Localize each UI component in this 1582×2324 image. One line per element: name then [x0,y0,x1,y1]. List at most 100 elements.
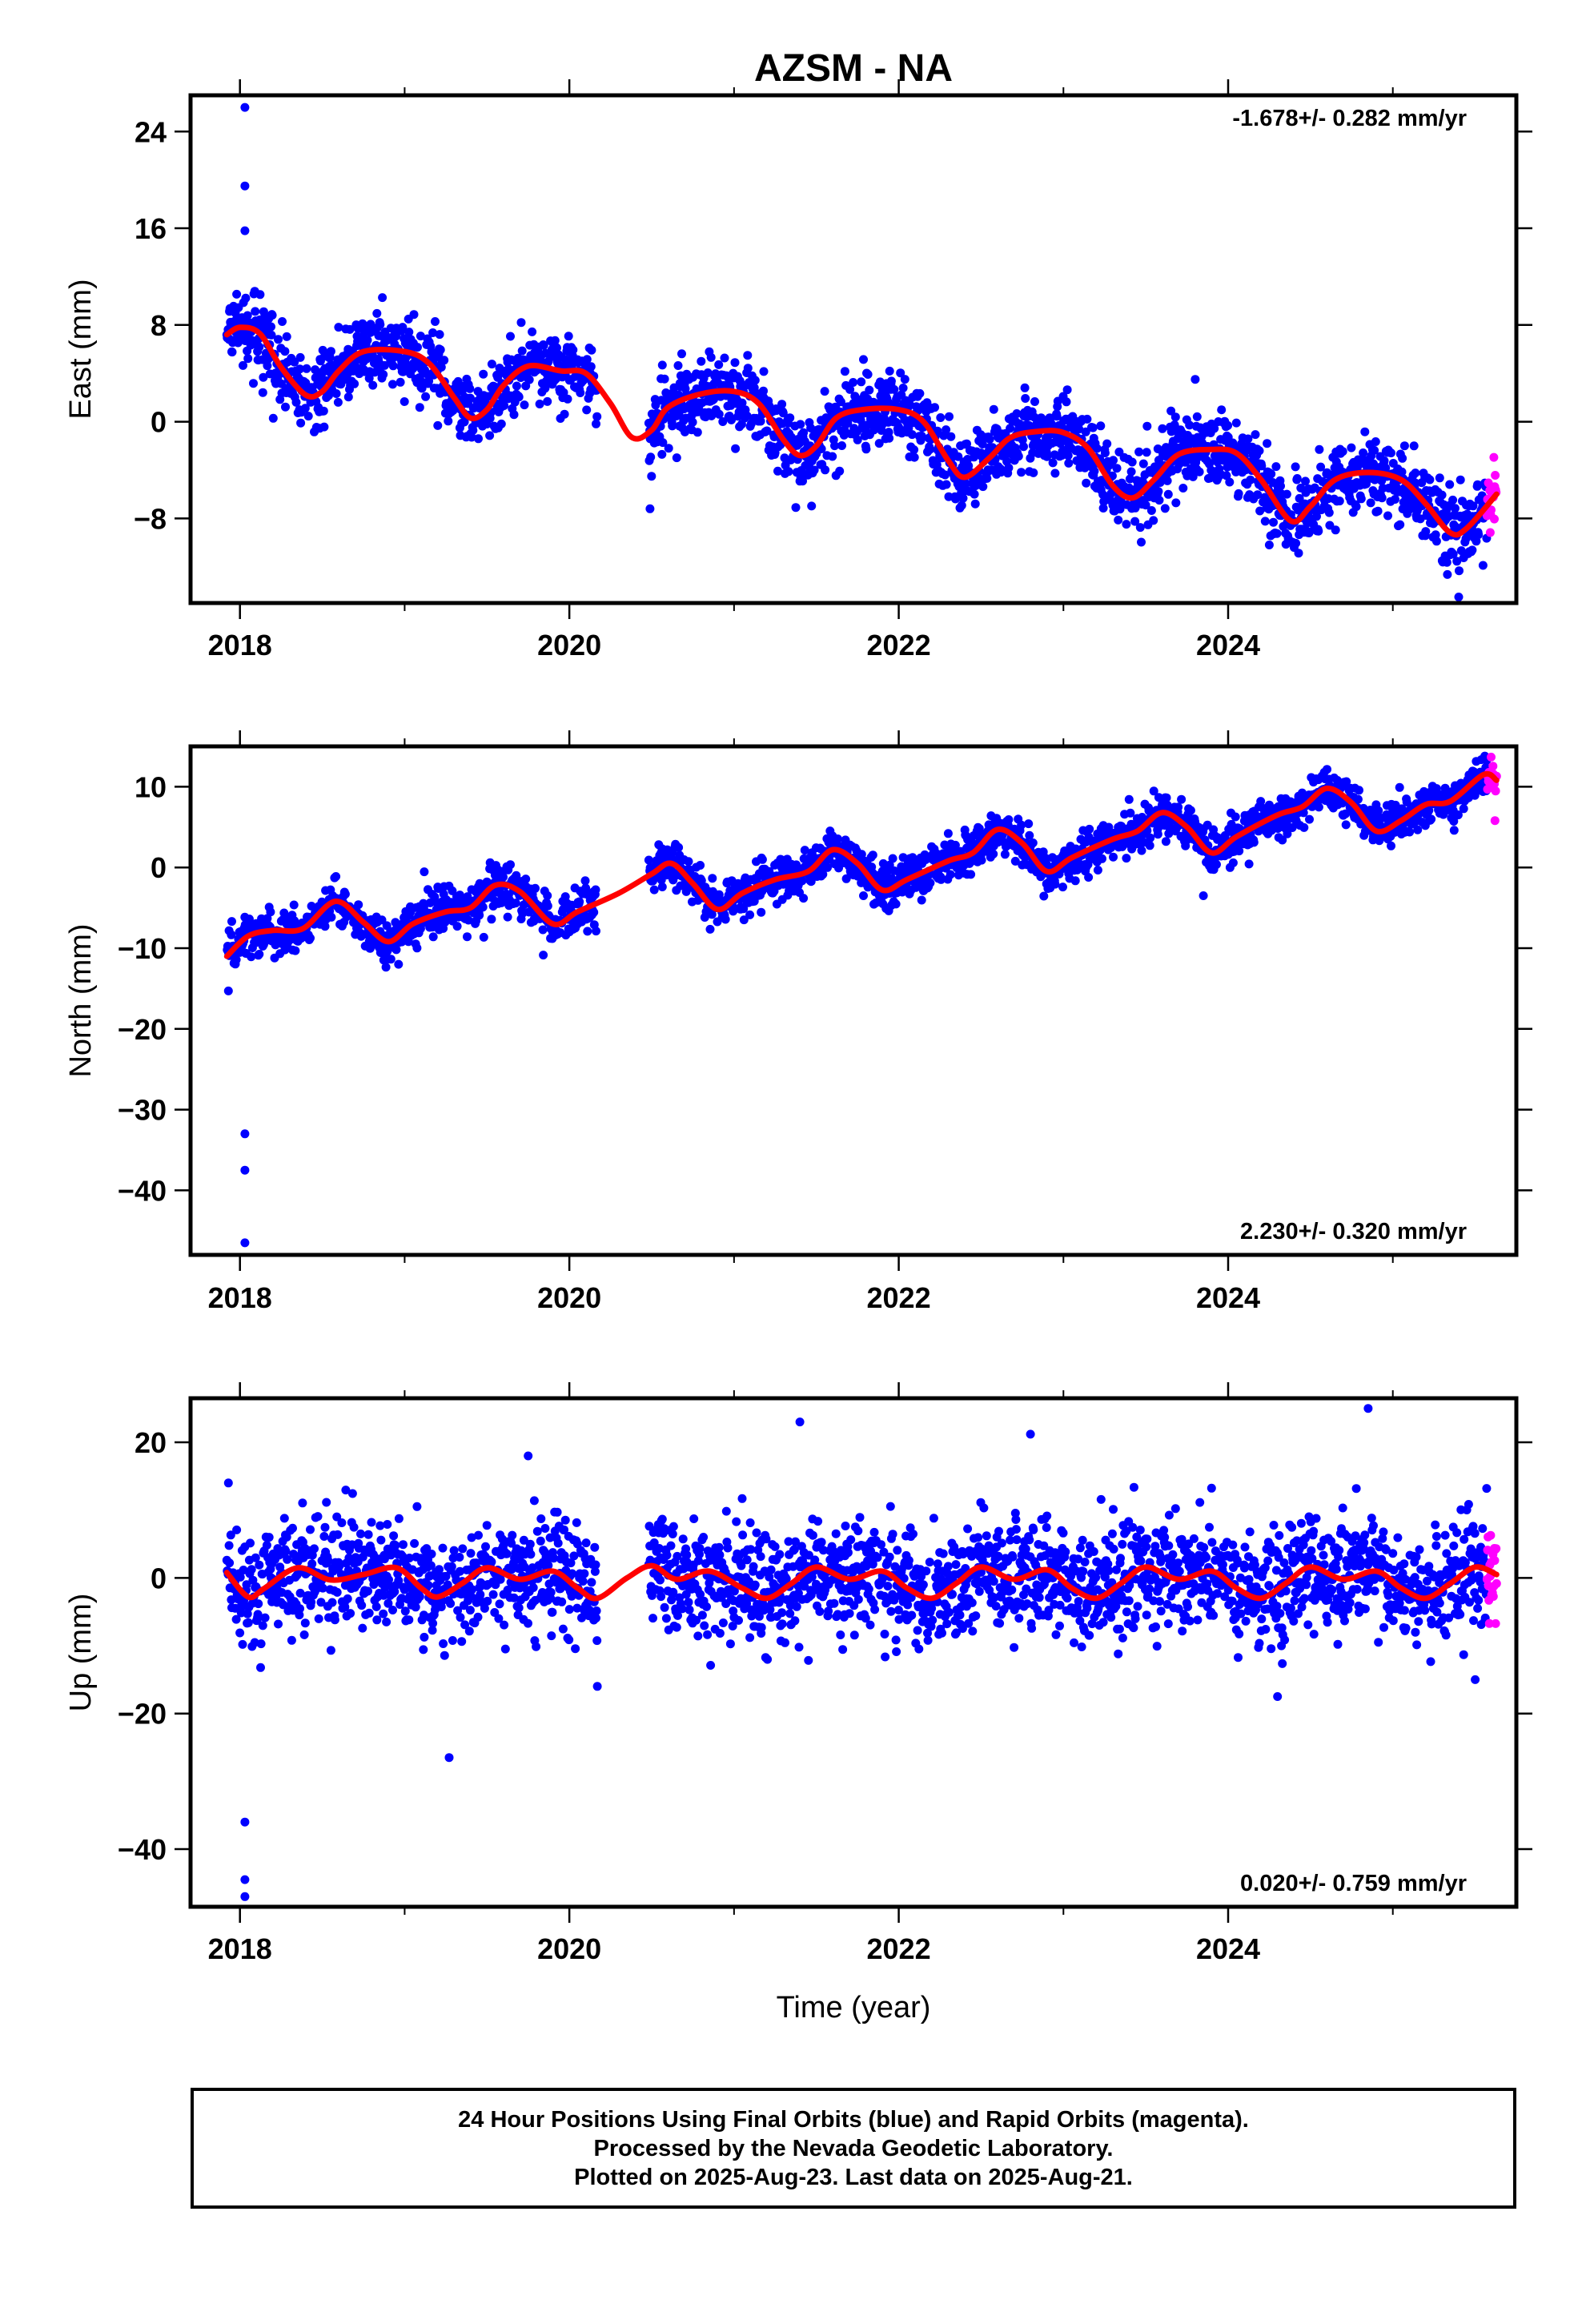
final-orbit-point [248,1575,258,1585]
final-orbit-point [1474,530,1484,540]
final-orbit-point [943,829,953,838]
rapid-orbit-point [1485,528,1495,537]
x-tick-label: 2022 [867,629,931,661]
final-orbit-point [909,452,919,462]
y-tick-label: −40 [118,1833,167,1866]
final-orbit-point [378,293,387,303]
final-orbit-point [1154,496,1164,505]
final-orbit-point [295,352,305,362]
final-orbit-point [326,347,335,356]
final-orbit-point [267,330,276,340]
final-orbit-point [942,480,951,489]
final-orbit-point [388,361,398,371]
final-orbit-point [485,431,495,440]
final-orbit-point [889,384,899,394]
final-orbit-point [255,342,264,352]
final-orbit-point [1314,526,1323,536]
final-orbit-point [800,846,809,855]
final-orbit-point [718,417,728,426]
final-orbit-point [1443,569,1452,579]
final-orbit-point [1449,826,1459,835]
final-orbit-point [714,360,724,369]
final-orbit-point [235,1628,245,1638]
outlier-point [240,226,250,235]
final-orbit-point [696,861,705,870]
outlier-point [1191,375,1200,384]
final-orbit-point [737,398,747,408]
x-tick-label: 2024 [1196,1281,1260,1314]
final-orbit-point [1070,876,1080,886]
final-orbit-point [1249,838,1259,847]
final-orbit-point [1359,448,1368,457]
final-orbit-point [1301,476,1310,486]
x-tick-label: 2024 [1196,629,1260,661]
final-orbit-point [868,850,877,860]
final-orbit-point [412,943,422,953]
final-orbit-point [743,351,753,360]
final-orbit-point [1093,866,1102,875]
final-orbit-point [398,323,408,332]
final-orbit-point [1019,442,1028,452]
final-orbit-point [319,406,328,416]
final-orbit-point [1362,479,1371,489]
final-orbit-point [520,400,529,410]
final-orbit-point [845,384,855,394]
final-orbit-point [807,501,817,511]
east-rate-annotation: -1.678+/- 0.282 mm/yr [1232,106,1467,131]
final-orbit-point [506,332,515,341]
final-orbit-point [1448,549,1458,559]
final-orbit-point [739,915,749,925]
final-orbit-point [1459,804,1468,814]
final-orbit-point [1331,525,1340,535]
x-tick-label: 2018 [208,629,272,661]
x-axis-label: Time (year) [777,1991,931,2024]
final-orbit-point [907,430,917,440]
final-orbit-point [1058,883,1067,892]
final-orbit-point [1323,765,1331,774]
final-orbit-point [1283,829,1292,838]
final-orbit-point [936,875,946,884]
final-orbit-point [1355,786,1363,795]
final-orbit-point [1383,511,1392,521]
final-orbit-point [1149,516,1158,525]
final-orbit-point [1088,423,1098,432]
final-orbit-point [400,397,409,406]
final-orbit-point [592,412,602,421]
final-orbit-point [582,355,592,364]
final-orbit-point [706,352,716,362]
final-orbit-point [524,375,534,384]
final-orbit-point [721,915,730,924]
final-orbit-point [500,401,509,410]
outlier-point [240,1238,250,1248]
final-orbit-point [1122,520,1131,529]
final-orbit-point [705,924,715,934]
final-orbit-point [778,408,788,418]
final-orbit-point [898,384,908,392]
final-orbit-point [946,870,955,879]
final-orbit-point [1292,474,1302,483]
final-orbit-point [232,1525,242,1534]
final-orbit-point [1102,439,1112,448]
final-orbit-point [1411,468,1420,478]
final-orbit-point [517,346,527,356]
y-tick-label: 24 [135,115,167,148]
final-orbit-point [644,855,653,865]
final-orbit-point [739,904,749,914]
final-orbit-point [1315,444,1324,454]
final-orbit-point [243,1618,253,1627]
final-orbit-point [731,444,741,453]
y-tick-label: 8 [151,309,167,342]
final-orbit-point [364,373,374,383]
final-orbit-point [1174,802,1183,812]
final-orbit-point [756,416,765,426]
final-orbit-point [896,368,905,378]
final-orbit-point [225,1558,235,1568]
final-orbit-point [334,323,343,332]
final-orbit-point [891,899,901,909]
final-orbit-point [1451,504,1460,513]
final-orbit-point [1455,566,1464,576]
final-orbit-point [420,867,429,877]
final-orbit-point [1356,494,1366,504]
outlier-point [1199,891,1208,900]
